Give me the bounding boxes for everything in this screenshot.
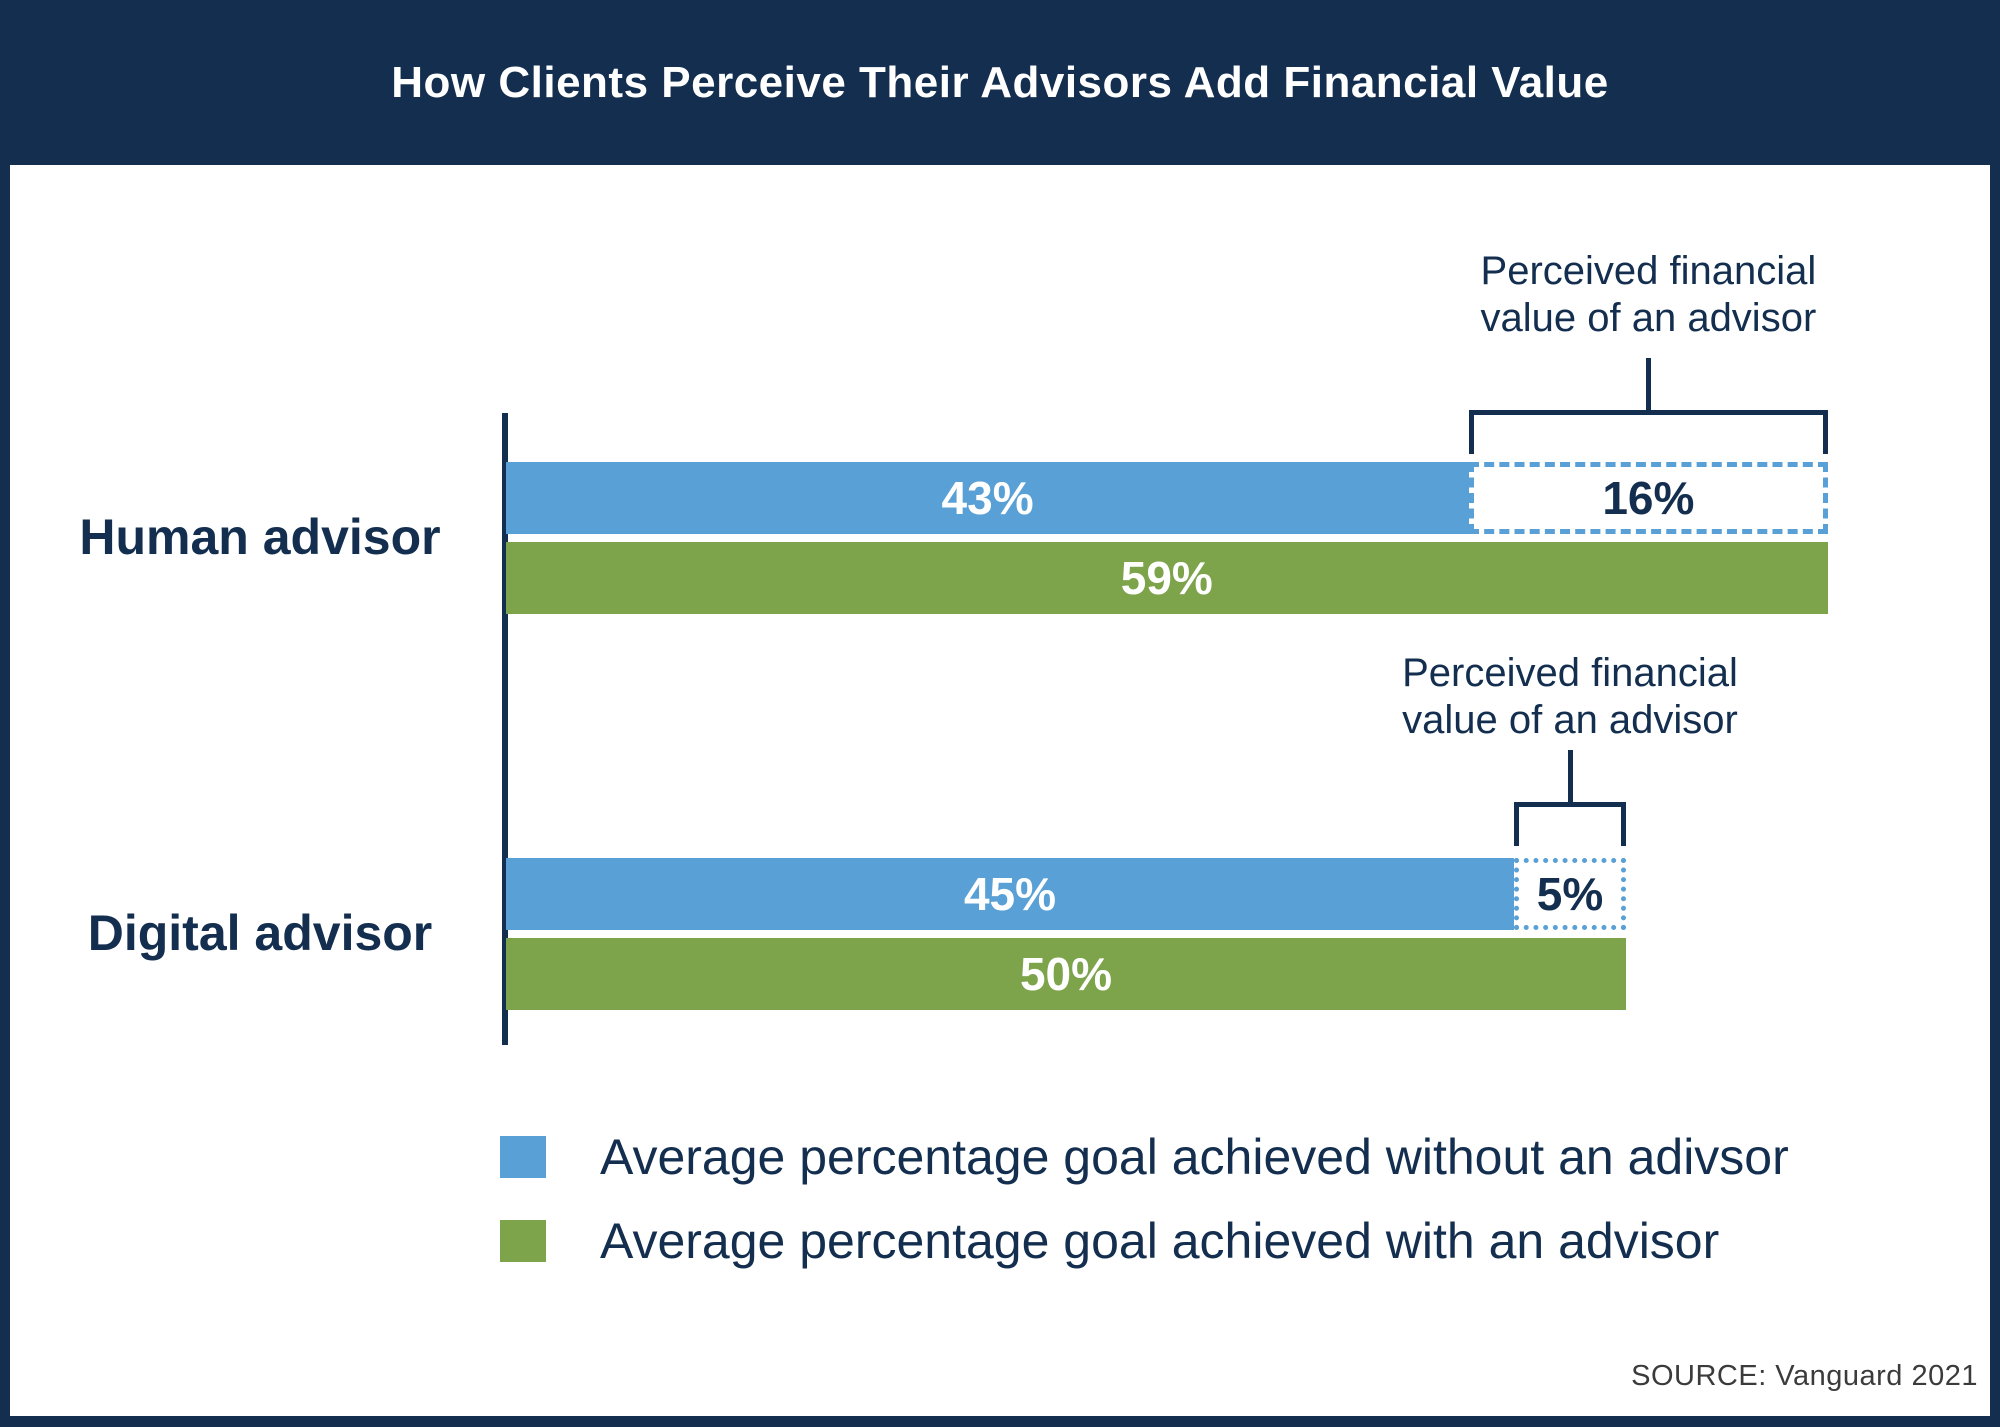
legend-item-with-advisor: Average percentage goal achieved with an… xyxy=(500,1212,1789,1270)
annotation-line: Perceived financial xyxy=(1402,651,1738,695)
bar-human-with-advisor: 59% xyxy=(506,542,1828,614)
bar-human-without-advisor: 43% xyxy=(506,462,1470,534)
legend-item-without-advisor: Average percentage goal achieved without… xyxy=(500,1128,1789,1186)
y-axis-line xyxy=(502,413,508,1045)
legend-label: Average percentage goal achieved without… xyxy=(600,1129,1789,1185)
legend-label: Average percentage goal achieved with an… xyxy=(600,1213,1720,1269)
bracket-line xyxy=(1469,410,1828,415)
bar-value-label: 50% xyxy=(1019,948,1113,1000)
bar-digital-without-advisor: 45% xyxy=(506,858,1514,930)
perceived-value-label: 16% xyxy=(1602,472,1695,524)
source-note: SOURCE: Vanguard 2021 xyxy=(1631,1360,1978,1392)
legend-swatch-green xyxy=(500,1220,546,1262)
bar-digital-with-advisor: 50% xyxy=(506,938,1626,1010)
perceived-value-box-digital: 5% xyxy=(1514,858,1626,930)
chart-title: How Clients Perceive Their Advisors Add … xyxy=(391,57,1609,107)
bar-value-label: 43% xyxy=(941,472,1034,524)
category-label-human-advisor: Human advisor xyxy=(79,509,441,565)
bracket-tick-left xyxy=(1514,802,1519,846)
legend: Average percentage goal achieved without… xyxy=(500,1128,1789,1296)
bar-value-label: 59% xyxy=(1120,552,1213,604)
bar-value-label: 45% xyxy=(963,868,1057,920)
annotation-digital-advisor: Perceived financial value of an advisor xyxy=(1220,650,1920,744)
annotation-line: Perceived financial xyxy=(1480,249,1817,293)
bracket-digital-advisor xyxy=(1514,750,1626,850)
bracket-stem xyxy=(1645,358,1651,410)
bracket-tick-right xyxy=(1621,802,1626,846)
annotation-line: value of an advisor xyxy=(1402,698,1738,743)
header-band: How Clients Perceive Their Advisors Add … xyxy=(0,0,2000,165)
bracket-stem xyxy=(1567,750,1573,802)
perceived-value-label: 5% xyxy=(1536,868,1604,920)
bracket-human-advisor xyxy=(1469,358,1828,458)
annotation-human-advisor: Perceived financial value of an advisor xyxy=(1298,248,1998,342)
annotation-line: value of an advisor xyxy=(1480,296,1817,341)
bracket-tick-right xyxy=(1822,410,1828,454)
bracket-tick-left xyxy=(1469,410,1475,454)
perceived-value-box-human: 16% xyxy=(1469,462,1828,534)
category-label-digital-advisor: Digital advisor xyxy=(87,905,433,961)
legend-swatch-blue xyxy=(500,1136,546,1178)
bracket-line xyxy=(1514,802,1626,807)
